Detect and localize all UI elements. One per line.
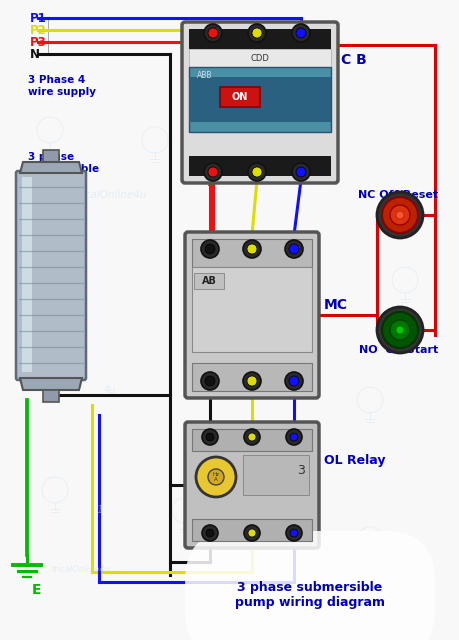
FancyBboxPatch shape — [185, 422, 318, 548]
Text: -10: -10 — [285, 376, 298, 385]
Circle shape — [246, 376, 257, 386]
Bar — [191, 519, 311, 541]
Circle shape — [246, 244, 257, 254]
Bar — [43, 150, 59, 162]
Circle shape — [247, 163, 265, 181]
Circle shape — [206, 433, 213, 441]
Circle shape — [381, 197, 417, 233]
Circle shape — [201, 240, 218, 258]
Bar — [189, 67, 330, 132]
Circle shape — [243, 429, 259, 445]
Circle shape — [291, 24, 309, 42]
Text: CDD: CDD — [250, 54, 269, 63]
Text: NC Off/Reset: NC Off/Reset — [357, 190, 437, 200]
Circle shape — [291, 163, 309, 181]
Bar — [189, 49, 330, 67]
FancyBboxPatch shape — [182, 22, 337, 183]
Text: NO  On/Start: NO On/Start — [358, 345, 437, 355]
Bar — [191, 429, 311, 451]
Circle shape — [285, 525, 302, 541]
Text: P3: P3 — [30, 35, 47, 49]
FancyBboxPatch shape — [185, 232, 318, 398]
Circle shape — [207, 167, 218, 177]
Circle shape — [395, 326, 403, 334]
Text: 3 Phase 4
wire supply: 3 Phase 4 wire supply — [28, 75, 96, 97]
Text: 3 phase
submersible
pump: 3 phase submersible pump — [28, 152, 100, 185]
Circle shape — [205, 376, 214, 386]
Text: 3: 3 — [297, 463, 304, 477]
Text: ElectricalOnline4u: ElectricalOnline4u — [53, 190, 147, 200]
Bar — [219, 87, 259, 107]
Text: tricalOnline4u...: tricalOnline4u... — [51, 566, 118, 575]
Text: ON: ON — [231, 92, 248, 102]
Text: P1: P1 — [30, 12, 47, 24]
Circle shape — [242, 372, 260, 390]
Text: 1: 1 — [97, 505, 103, 515]
Text: OL Relay: OL Relay — [323, 454, 385, 467]
FancyBboxPatch shape — [16, 171, 86, 380]
Circle shape — [247, 433, 256, 441]
Text: Hz
A: Hz A — [212, 472, 219, 483]
Text: MC: MC — [323, 298, 347, 312]
Bar — [189, 29, 330, 49]
Circle shape — [376, 192, 422, 238]
Circle shape — [285, 240, 302, 258]
Bar — [189, 77, 330, 122]
Circle shape — [389, 205, 409, 225]
Circle shape — [252, 167, 262, 177]
Text: C B: C B — [340, 53, 366, 67]
Circle shape — [207, 28, 218, 38]
Circle shape — [389, 320, 409, 340]
Circle shape — [381, 312, 417, 348]
Bar — [189, 156, 330, 176]
Circle shape — [243, 525, 259, 541]
Circle shape — [203, 163, 222, 181]
Bar — [242, 455, 308, 495]
Text: AB: AB — [201, 276, 216, 286]
Circle shape — [201, 372, 218, 390]
Polygon shape — [20, 162, 82, 173]
Circle shape — [395, 211, 403, 219]
Circle shape — [202, 525, 218, 541]
Bar — [43, 390, 59, 402]
Text: P2: P2 — [30, 24, 47, 36]
Polygon shape — [20, 378, 82, 390]
Text: E: E — [32, 583, 41, 597]
Circle shape — [295, 28, 305, 38]
Circle shape — [206, 529, 213, 537]
Bar — [22, 177, 32, 372]
Circle shape — [289, 433, 297, 441]
Text: ricalOnline4u.: ricalOnline4u. — [213, 486, 276, 495]
Bar — [191, 267, 311, 352]
Bar — [194, 273, 224, 289]
Text: C23: C23 — [202, 376, 218, 385]
Bar — [191, 363, 311, 391]
Text: 4u: 4u — [104, 385, 116, 395]
Text: 3 phase submersible
pump wiring diagram: 3 phase submersible pump wiring diagram — [235, 581, 384, 609]
Circle shape — [202, 429, 218, 445]
Circle shape — [288, 376, 298, 386]
Circle shape — [196, 457, 235, 497]
Bar — [191, 239, 311, 267]
Circle shape — [247, 529, 256, 537]
Circle shape — [205, 244, 214, 254]
Circle shape — [207, 469, 224, 485]
Circle shape — [203, 24, 222, 42]
Circle shape — [288, 244, 298, 254]
Circle shape — [242, 240, 260, 258]
Text: N: N — [30, 47, 40, 61]
Circle shape — [252, 28, 262, 38]
Circle shape — [289, 529, 297, 537]
Circle shape — [285, 429, 302, 445]
Circle shape — [247, 24, 265, 42]
Circle shape — [376, 307, 422, 353]
Circle shape — [295, 167, 305, 177]
Text: ElectricalOnline4u.: ElectricalOnline4u. — [222, 305, 307, 314]
Circle shape — [285, 372, 302, 390]
Text: ABB: ABB — [196, 70, 212, 79]
